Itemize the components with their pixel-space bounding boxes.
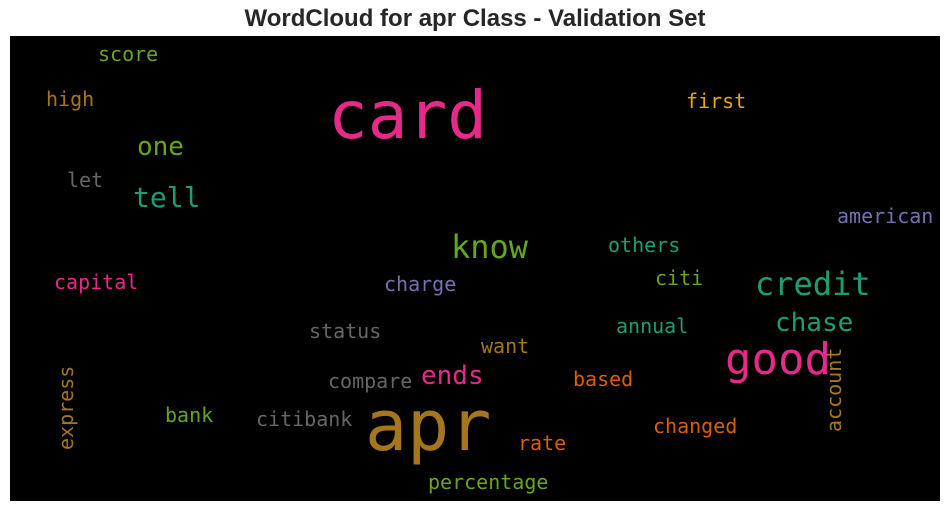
word-ends: ends	[421, 361, 484, 391]
word-citi: citi	[655, 266, 704, 290]
word-percentage: percentage	[428, 470, 549, 494]
word-one: one	[137, 132, 184, 162]
word-first: first	[686, 89, 747, 113]
word-express: express	[54, 365, 78, 450]
word-tell: tell	[133, 181, 201, 214]
word-bank: bank	[165, 403, 214, 427]
word-chase: chase	[775, 308, 854, 338]
word-card: card	[328, 77, 487, 154]
word-good: good	[725, 334, 831, 385]
word-american: american	[837, 204, 934, 228]
word-citibank: citibank	[256, 407, 353, 431]
word-capital: capital	[54, 270, 139, 294]
word-let: let	[67, 168, 104, 192]
word-others: others	[608, 233, 681, 257]
word-high: high	[46, 87, 95, 111]
word-annual: annual	[616, 314, 689, 338]
word-changed: changed	[653, 414, 738, 438]
word-compare: compare	[328, 369, 413, 393]
word-credit: credit	[755, 265, 871, 303]
word-account: account	[822, 347, 846, 432]
word-apr: apr	[365, 385, 492, 467]
word-rate: rate	[518, 431, 567, 455]
word-know: know	[451, 228, 529, 266]
word-want: want	[481, 334, 530, 358]
wordcloud-canvas: card apr good credit know chase tell one ends ame…	[10, 36, 940, 501]
word-score: score	[98, 42, 159, 66]
word-status: status	[309, 319, 382, 343]
word-based: based	[573, 367, 634, 391]
chart-title: WordCloud for apr Class - Validation Set	[244, 5, 706, 32]
word-charge: charge	[384, 272, 457, 296]
